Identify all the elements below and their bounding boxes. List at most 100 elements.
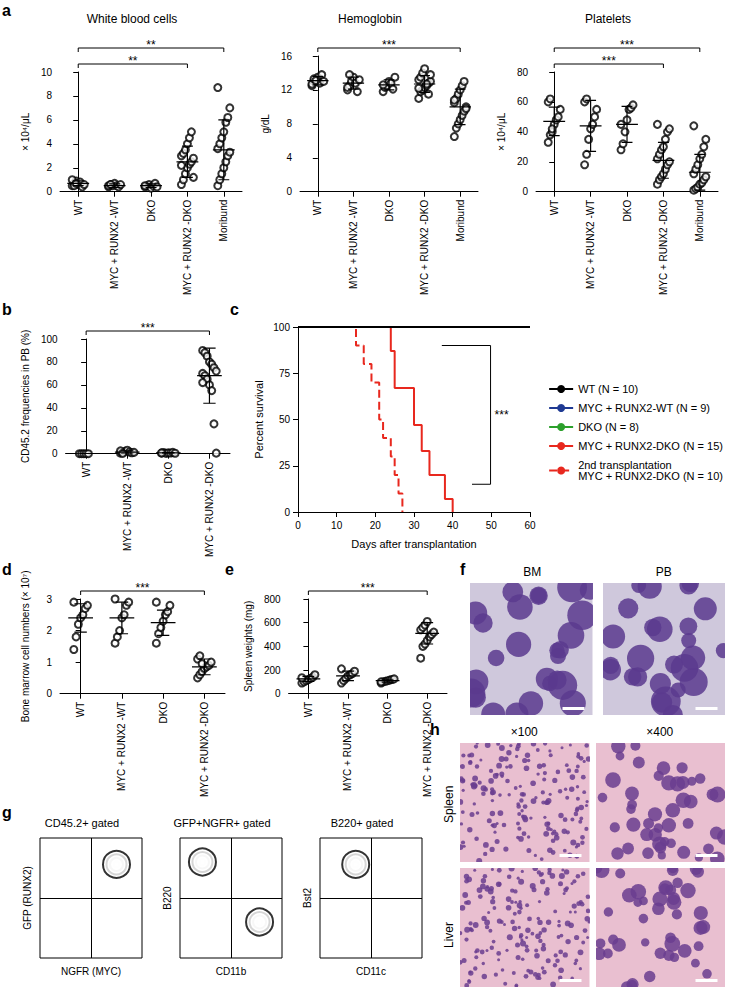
- svg-text:MYC + RUNX2-WT (N = 9): MYC + RUNX2-WT (N = 9): [578, 402, 710, 414]
- svg-text:CD45.2+ gated: CD45.2+ gated: [45, 817, 119, 829]
- svg-text:60: 60: [524, 520, 536, 531]
- svg-text:MYC + RUNX2-DKO (N = 15): MYC + RUNX2-DKO (N = 15): [578, 440, 723, 452]
- svg-text:***: ***: [620, 38, 634, 52]
- svg-text:Moribund: Moribund: [694, 200, 705, 242]
- svg-text:DKO: DKO: [384, 199, 395, 221]
- svg-text:DKO: DKO: [146, 199, 157, 221]
- svg-text:4: 4: [286, 152, 292, 163]
- svg-text:20: 20: [46, 425, 58, 436]
- svg-text:***: ***: [382, 38, 396, 52]
- svg-text:600: 600: [264, 617, 281, 628]
- svg-text:40: 40: [46, 402, 58, 413]
- svg-text:Bst2: Bst2: [302, 888, 313, 908]
- svg-text:60: 60: [517, 96, 529, 107]
- svg-text:200: 200: [264, 665, 281, 676]
- svg-text:White blood cells: White blood cells: [87, 12, 178, 26]
- svg-text:0: 0: [46, 186, 52, 197]
- svg-text:DKO: DKO: [163, 461, 174, 483]
- svg-text:WT: WT: [312, 200, 323, 216]
- svg-text:0: 0: [522, 186, 528, 197]
- svg-text:0: 0: [286, 186, 292, 197]
- svg-text:0: 0: [275, 688, 281, 699]
- svg-text:0: 0: [284, 507, 290, 518]
- svg-text:4: 4: [46, 138, 52, 149]
- svg-text:MYC + RUNX2 -DKO: MYC + RUNX2 -DKO: [422, 701, 433, 797]
- svg-text:***: ***: [495, 408, 509, 422]
- svg-text:60: 60: [46, 379, 58, 390]
- svg-text:30: 30: [408, 520, 420, 531]
- svg-text:GFP+NGFR+ gated: GFP+NGFR+ gated: [173, 817, 270, 829]
- svg-text:80: 80: [517, 67, 529, 78]
- svg-text:16: 16: [281, 51, 293, 62]
- svg-text:GFP (RUNX2): GFP (RUNX2): [22, 866, 33, 930]
- svg-text:MYC + RUNX2 -DKO: MYC + RUNX2 -DKO: [204, 461, 215, 557]
- svg-text:0: 0: [46, 688, 52, 699]
- svg-text:MYC + RUNX2 -WT: MYC + RUNX2 -WT: [342, 702, 353, 791]
- svg-text:DKO: DKO: [382, 701, 393, 723]
- svg-text:40: 40: [517, 126, 529, 137]
- svg-text:CD11c: CD11c: [356, 966, 386, 977]
- svg-text:100: 100: [41, 334, 58, 345]
- svg-text:***: ***: [135, 581, 149, 595]
- svg-text:***: ***: [602, 54, 616, 68]
- svg-text:25: 25: [279, 460, 291, 471]
- svg-text:MYC + RUNX2 -WT: MYC + RUNX2 -WT: [116, 702, 127, 791]
- svg-text:MYC + RUNX2 -DKO: MYC + RUNX2 -DKO: [419, 199, 430, 295]
- svg-text:80: 80: [46, 356, 58, 367]
- svg-text:DKO: DKO: [158, 701, 169, 723]
- svg-text:g/dL: g/dL: [260, 114, 271, 134]
- svg-text:10: 10: [41, 67, 53, 78]
- svg-text:1: 1: [46, 657, 52, 668]
- svg-text:NGFR (MYC): NGFR (MYC): [61, 966, 121, 977]
- svg-text:Platelets: Platelets: [585, 12, 631, 26]
- svg-text:MYC + RUNX2 -DKO: MYC + RUNX2 -DKO: [658, 199, 669, 295]
- svg-text:WT: WT: [73, 200, 84, 216]
- svg-text:MYC + RUNX2 -WT: MYC + RUNX2 -WT: [348, 200, 359, 289]
- svg-text:75: 75: [279, 368, 291, 379]
- svg-text:MYC + RUNX2-DKO (N = 10): MYC + RUNX2-DKO (N = 10): [578, 470, 723, 482]
- svg-text:× 10⁴/μL: × 10⁴/μL: [20, 112, 31, 151]
- svg-text:B220: B220: [162, 886, 173, 910]
- svg-text:Bone marrow cell numbers (× 10: Bone marrow cell numbers (× 10⁷): [20, 570, 31, 722]
- svg-text:WT: WT: [75, 702, 86, 718]
- svg-text:WT: WT: [81, 462, 92, 478]
- svg-text:0: 0: [295, 520, 301, 531]
- svg-text:Moribund: Moribund: [455, 200, 466, 242]
- svg-text:Moribund: Moribund: [218, 200, 229, 242]
- svg-text:100: 100: [273, 322, 290, 333]
- svg-text:6: 6: [46, 114, 52, 125]
- svg-text:12: 12: [281, 84, 293, 95]
- svg-text:MYC + RUNX2 -WT: MYC + RUNX2 -WT: [585, 200, 596, 289]
- svg-text:CD45.2 frequencies in PB (%): CD45.2 frequencies in PB (%): [20, 330, 31, 463]
- svg-text:Hemoglobin: Hemoglobin: [338, 12, 402, 26]
- svg-text:WT (N = 10): WT (N = 10): [578, 383, 638, 395]
- svg-text:2: 2: [46, 162, 52, 173]
- svg-text:MYC + RUNX2 -WT: MYC + RUNX2 -WT: [109, 200, 120, 289]
- svg-text:0: 0: [52, 448, 58, 459]
- svg-text:**: **: [128, 54, 138, 68]
- svg-text:B220+ gated: B220+ gated: [331, 817, 394, 829]
- svg-text:400: 400: [264, 641, 281, 652]
- svg-text:Percent survival: Percent survival: [253, 380, 265, 458]
- svg-text:WT: WT: [549, 200, 560, 216]
- svg-text:***: ***: [361, 581, 375, 595]
- svg-text:2: 2: [46, 625, 52, 636]
- svg-text:3: 3: [46, 594, 52, 605]
- svg-text:8: 8: [46, 90, 52, 101]
- svg-text:MYC + RUNX2 -DKO: MYC + RUNX2 -DKO: [182, 199, 193, 295]
- svg-text:20: 20: [370, 520, 382, 531]
- svg-text:× 10⁴/μL: × 10⁴/μL: [496, 112, 507, 151]
- svg-text:DKO (N = 8): DKO (N = 8): [578, 421, 639, 433]
- svg-text:WT: WT: [303, 702, 314, 718]
- svg-text:Spleen weights (mg): Spleen weights (mg): [243, 601, 254, 692]
- svg-text:MYC + RUNX2 -DKO: MYC + RUNX2 -DKO: [199, 701, 210, 797]
- svg-text:***: ***: [141, 321, 155, 335]
- svg-text:DKO: DKO: [622, 199, 633, 221]
- svg-text:MYC + RUNX2 -WT: MYC + RUNX2 -WT: [122, 462, 133, 551]
- svg-text:10: 10: [331, 520, 343, 531]
- svg-text:20: 20: [517, 156, 529, 167]
- svg-text:50: 50: [279, 414, 291, 425]
- svg-text:Days after transplantation: Days after transplantation: [351, 538, 476, 550]
- svg-text:CD11b: CD11b: [216, 966, 247, 977]
- svg-text:40: 40: [447, 520, 459, 531]
